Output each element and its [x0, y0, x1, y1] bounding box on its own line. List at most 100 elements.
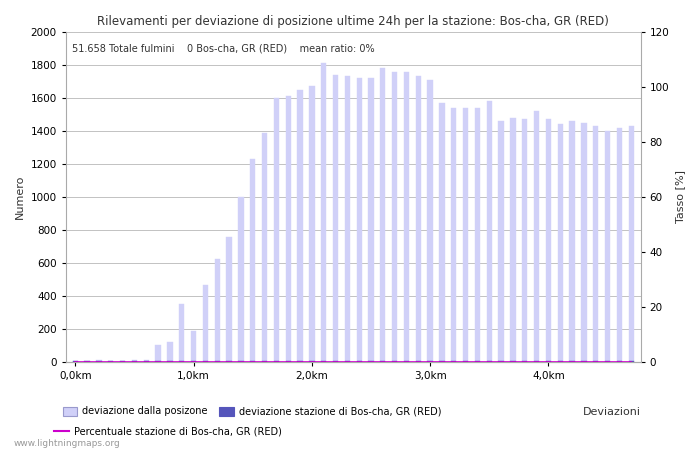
Bar [368, 78, 374, 362]
Bar [380, 68, 386, 362]
Bar [238, 361, 244, 362]
Bar [132, 360, 137, 362]
Legend: Percentuale stazione di Bos-cha, GR (RED): Percentuale stazione di Bos-cha, GR (RED… [50, 423, 286, 441]
Bar [428, 80, 433, 362]
Bar [179, 361, 184, 362]
Bar [569, 361, 575, 362]
Bar [463, 361, 468, 362]
Bar [132, 361, 137, 362]
Bar [286, 96, 291, 362]
Bar [534, 361, 539, 362]
Bar [274, 98, 279, 362]
Bar [392, 361, 398, 362]
Bar [510, 118, 516, 362]
Bar [344, 76, 350, 362]
Bar [179, 304, 184, 362]
Bar [167, 342, 173, 362]
Bar [155, 361, 161, 362]
Bar [85, 361, 90, 362]
Bar [274, 361, 279, 362]
Bar [581, 123, 587, 362]
Bar [451, 361, 456, 362]
Bar [475, 108, 480, 362]
Text: 51.658 Totale fulmini    0 Bos-cha, GR (RED)    mean ratio: 0%: 51.658 Totale fulmini 0 Bos-cha, GR (RED… [71, 44, 374, 54]
Bar [629, 126, 634, 362]
Text: www.lightningmaps.org: www.lightningmaps.org [14, 439, 120, 448]
Bar [510, 361, 516, 362]
Bar [463, 108, 468, 362]
Bar [144, 360, 149, 362]
Bar [486, 361, 492, 362]
Bar [309, 361, 314, 362]
Title: Rilevamenti per deviazione di posizione ultime 24h per la stazione: Bos-cha, GR : Rilevamenti per deviazione di posizione … [97, 15, 609, 28]
Bar [286, 361, 291, 362]
Bar [522, 119, 527, 362]
Bar [440, 103, 444, 362]
Bar [451, 108, 456, 362]
Bar [309, 86, 314, 362]
Bar [569, 121, 575, 362]
Bar [392, 72, 398, 362]
Bar [404, 72, 409, 362]
Bar [226, 237, 232, 362]
Bar [144, 361, 149, 362]
Bar [629, 361, 634, 362]
Legend: deviazione dalla posizone, deviazione stazione di Bos-cha, GR (RED): deviazione dalla posizone, deviazione st… [59, 403, 445, 420]
Bar [262, 133, 267, 362]
Bar [108, 361, 113, 362]
Bar [356, 361, 362, 362]
Y-axis label: Tasso [%]: Tasso [%] [675, 171, 685, 224]
Bar [120, 361, 125, 362]
Bar [262, 361, 267, 362]
Bar [298, 361, 302, 362]
Bar [558, 361, 563, 362]
Bar [534, 111, 539, 362]
Bar [250, 159, 255, 362]
Bar [475, 361, 480, 362]
Bar [380, 361, 386, 362]
Y-axis label: Numero: Numero [15, 175, 25, 219]
Bar [368, 361, 374, 362]
Bar [581, 361, 587, 362]
Bar [215, 259, 220, 362]
Bar [593, 361, 598, 362]
Bar [238, 197, 244, 362]
Bar [120, 361, 125, 362]
Bar [215, 361, 220, 362]
Bar [605, 361, 610, 362]
Bar [498, 121, 504, 362]
Bar [321, 361, 326, 362]
Bar [332, 361, 338, 362]
Bar [546, 361, 551, 362]
Bar [250, 361, 255, 362]
Bar [191, 331, 196, 362]
Bar [428, 361, 433, 362]
Bar [617, 361, 622, 362]
Bar [332, 75, 338, 362]
Bar [85, 361, 90, 362]
Bar [522, 361, 527, 362]
Bar [558, 124, 563, 362]
Bar [416, 361, 421, 362]
Bar [404, 361, 409, 362]
Bar [167, 361, 173, 362]
Bar [73, 361, 78, 362]
Bar [605, 131, 610, 362]
Bar [486, 101, 492, 362]
Bar [498, 361, 504, 362]
Bar [440, 361, 444, 362]
Bar [321, 63, 326, 362]
Bar [155, 346, 161, 362]
Bar [203, 285, 208, 362]
Bar [416, 76, 421, 362]
Bar [191, 361, 196, 362]
Bar [344, 361, 350, 362]
Bar [298, 90, 302, 362]
Bar [617, 128, 622, 362]
Bar [356, 78, 362, 362]
Bar [546, 119, 551, 362]
Text: Deviazioni: Deviazioni [582, 407, 640, 417]
Bar [73, 361, 78, 362]
Bar [203, 361, 208, 362]
Bar [108, 361, 113, 362]
